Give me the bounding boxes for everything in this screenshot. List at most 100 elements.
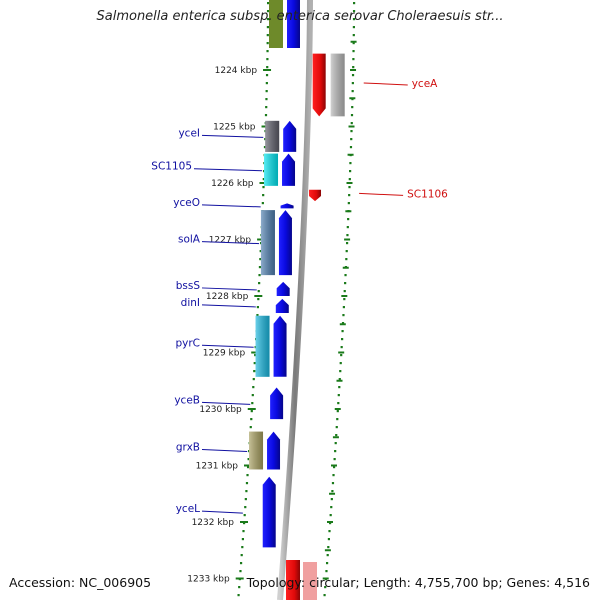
- ruler-track-left-dot: [242, 522, 246, 525]
- ruler-track-left-dot: [261, 202, 264, 205]
- gene-arrow[interactable]: [273, 315, 287, 377]
- ruler-track-right-dot: [338, 386, 341, 389]
- ruler-track-right-dot: [348, 194, 351, 197]
- gene-label[interactable]: yceL: [176, 503, 200, 515]
- ruler-track-right-dot: [329, 514, 332, 517]
- gene-leader-line: [363, 82, 408, 86]
- ruler-track-right-dot: [332, 466, 336, 469]
- gene-grxB[interactable]: [249, 431, 281, 470]
- ruler-track-right-dot: [327, 546, 330, 549]
- cog-shade: [249, 431, 264, 470]
- ruler-track-right-dot: [351, 106, 354, 109]
- gene-label[interactable]: dinI: [181, 297, 200, 309]
- gene-label[interactable]: yceI: [178, 127, 200, 139]
- gene-partial-top[interactable]: [269, 0, 300, 48]
- gene-arrow[interactable]: [282, 153, 296, 186]
- cog-shade: [260, 210, 275, 276]
- gene-arrow[interactable]: [275, 298, 289, 313]
- gene-arrow[interactable]: [270, 387, 284, 420]
- ruler-track-left-dot: [243, 514, 246, 517]
- ruler-track-right-dot: [350, 122, 353, 125]
- ruler-track-left-dot: [251, 402, 254, 405]
- gene-leader-line: [359, 192, 404, 196]
- gene-leader-line: [201, 134, 264, 138]
- gene-solA[interactable]: [260, 210, 292, 276]
- gene-arrow[interactable]: [278, 210, 292, 276]
- gene-pyrC[interactable]: [255, 315, 287, 377]
- cog-category-box: [269, 0, 283, 48]
- gene-arrow[interactable]: [280, 203, 294, 209]
- ruler-track-left-dot: [252, 386, 255, 389]
- ruler-track-left-dot: [262, 186, 265, 189]
- gene-label[interactable]: grxB: [176, 442, 200, 454]
- ruler-track-left-dot: [258, 274, 261, 277]
- ruler-track-right-dot: [352, 26, 356, 29]
- gene-label[interactable]: bssS: [176, 280, 201, 292]
- gene-yceO[interactable]: [280, 203, 294, 209]
- gene-layer: [249, 0, 345, 600]
- ruler-track-left-dot: [265, 90, 268, 93]
- gene-leader-line: [201, 241, 260, 245]
- ruler-track-right-dot: [327, 538, 331, 541]
- ruler-track-left-dot: [266, 2, 270, 5]
- gene-arrow[interactable]: [286, 560, 300, 600]
- gene-arrow[interactable]: [309, 189, 322, 202]
- ruler-track-right-dot: [351, 90, 354, 93]
- ruler-track-right-dot: [350, 130, 353, 133]
- ruler-track-right-dot: [345, 250, 348, 253]
- gene-arrow[interactable]: [283, 120, 297, 152]
- ruler-track-right-dot: [324, 586, 327, 589]
- gene-yceI[interactable]: [265, 120, 297, 152]
- gene-arrow[interactable]: [312, 53, 326, 117]
- ruler-track-left-dot: [265, 74, 269, 77]
- ruler-track-right-dot: [343, 298, 346, 301]
- ruler-track-left-dot: [245, 482, 249, 485]
- ruler-track-left-dot: [254, 354, 257, 357]
- ruler-track-left-dot: [244, 506, 247, 509]
- ruler-track-right-dot: [325, 562, 329, 565]
- gene-yceB[interactable]: [270, 387, 284, 420]
- gene-leader-line: [201, 344, 254, 348]
- ruler-track-left-dot: [245, 490, 248, 493]
- ruler-track-right-dot: [349, 162, 352, 165]
- ruler-track-right-dot: [352, 2, 356, 5]
- gene-bssS[interactable]: [276, 281, 290, 296]
- ruler-track-right-dot: [347, 218, 350, 221]
- gene-label[interactable]: pyrC: [175, 337, 200, 349]
- gene-arrow[interactable]: [287, 0, 300, 48]
- tick-label: 1228 kbp: [206, 292, 249, 302]
- gene-arrow[interactable]: [262, 476, 276, 548]
- gene-label[interactable]: yceA: [412, 78, 438, 90]
- gene-label[interactable]: SC1105: [151, 161, 192, 173]
- gene-SC1106[interactable]: [309, 189, 322, 202]
- gene-yceA[interactable]: [312, 53, 345, 117]
- gene-SC1105[interactable]: [264, 153, 296, 186]
- gene-dinI[interactable]: [275, 298, 289, 313]
- ruler-track-right-dot: [344, 282, 347, 285]
- ruler-track-left-dot: [266, 66, 269, 69]
- gene-arrow[interactable]: [267, 431, 281, 470]
- tick-label: 1224 kbp: [215, 66, 258, 76]
- gene-label[interactable]: yceO: [173, 197, 200, 209]
- gene-label[interactable]: yceB: [174, 394, 200, 406]
- gene-label[interactable]: solA: [178, 234, 201, 246]
- ruler-track-right-dot: [341, 322, 345, 325]
- ruler-track-left-dot: [262, 178, 265, 181]
- ruler-track-right-dot: [336, 418, 339, 421]
- gene-label[interactable]: SC1106: [407, 188, 448, 200]
- gene-leader-line: [201, 401, 251, 405]
- ruler-track-left-dot: [253, 362, 256, 365]
- gene-yceL[interactable]: [262, 476, 276, 548]
- ruler-track-right-dot: [331, 482, 335, 485]
- ruler-track-left-dot: [250, 410, 253, 413]
- gene-leader-line: [193, 168, 263, 172]
- gene-arrow[interactable]: [276, 281, 290, 296]
- ruler-track-left-dot: [252, 378, 255, 381]
- gene-partial-bottom[interactable]: [286, 560, 317, 600]
- ruler-track-right-dot: [351, 74, 355, 77]
- ruler-track-right-dot: [350, 138, 353, 141]
- tick-label: 1225 kbp: [213, 123, 256, 133]
- cog-category-box: [303, 562, 317, 600]
- ruler-track-right-dot: [352, 10, 356, 13]
